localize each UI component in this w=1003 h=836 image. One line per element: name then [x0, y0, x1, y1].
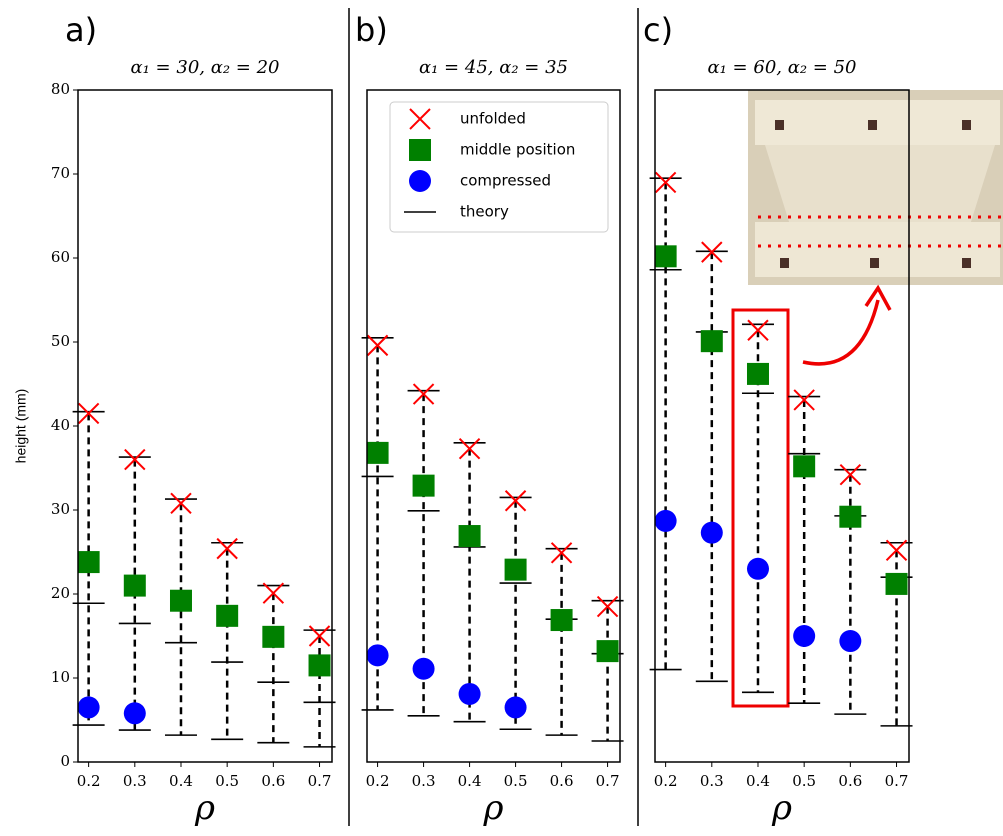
- panel-title: α₁ = 30, α₂ = 20: [130, 57, 279, 78]
- marker-square: [409, 139, 431, 161]
- x-axis-label: ρ: [771, 788, 792, 828]
- y-tick-label: 60: [51, 248, 70, 266]
- x-tick-label: 0.7: [308, 772, 332, 790]
- x-tick-label: 0.3: [123, 772, 147, 790]
- marker-circle: [124, 702, 146, 724]
- photo-marker: [775, 120, 784, 130]
- legend-label: theory: [460, 203, 509, 221]
- panel: b) α₁ = 45, α₂ = 35 ρ 0.2 0.3 0.4 0.5 0.6 0.7 unf…: [355, 11, 624, 828]
- panel-label: a): [65, 11, 97, 49]
- y-tick-label: 80: [51, 80, 70, 98]
- x-tick-label: 0.2: [654, 772, 678, 790]
- photo-marker: [780, 258, 789, 268]
- x-axis-label: ρ: [483, 788, 504, 828]
- x-tick-label: 0.5: [792, 772, 816, 790]
- highlight-arrow: [803, 300, 878, 364]
- marker-circle: [367, 644, 389, 666]
- marker-square: [78, 551, 100, 573]
- legend: unfolded middle position compressed theory: [390, 102, 608, 232]
- marker-square: [413, 475, 435, 497]
- marker-square: [216, 605, 238, 627]
- x-tick-label: 0.2: [77, 772, 101, 790]
- marker-circle: [505, 696, 527, 718]
- photo-marker: [962, 120, 971, 130]
- marker-square: [839, 506, 861, 528]
- y-tick-label: 70: [51, 164, 70, 182]
- marker-circle: [839, 630, 861, 652]
- y-tick-label: 20: [51, 584, 70, 602]
- photo-inset: [748, 90, 1003, 285]
- photo-marker: [868, 120, 877, 130]
- x-tick-label: 0.3: [412, 772, 436, 790]
- y-axis-label: height (mm): [13, 389, 29, 464]
- x-tick-label: 0.6: [838, 772, 862, 790]
- marker-square: [655, 245, 677, 267]
- panel-label: b): [355, 11, 388, 49]
- marker-square: [459, 525, 481, 547]
- marker-square: [124, 575, 146, 597]
- marker-square: [170, 590, 192, 612]
- marker-square: [701, 330, 723, 352]
- marker-circle: [747, 558, 769, 580]
- legend-label: unfolded: [460, 110, 526, 128]
- marker-square: [793, 455, 815, 477]
- x-tick-label: 0.7: [596, 772, 620, 790]
- marker-circle: [413, 658, 435, 680]
- legend-label: compressed: [460, 172, 551, 190]
- marker-square: [505, 559, 527, 581]
- x-tick-label: 0.2: [366, 772, 390, 790]
- y-tick-label: 10: [51, 668, 70, 686]
- marker-square: [367, 442, 389, 464]
- x-tick-label: 0.3: [700, 772, 724, 790]
- x-tick-label: 0.4: [458, 772, 482, 790]
- y-tick-label: 50: [51, 332, 70, 350]
- marker-circle: [409, 170, 431, 192]
- panel-title: α₁ = 45, α₂ = 35: [419, 57, 568, 78]
- marker-circle: [655, 510, 677, 532]
- photo-marker: [870, 258, 879, 268]
- y-tick-label: 40: [51, 416, 70, 434]
- marker-x: [171, 493, 191, 513]
- y-tick-label: 0: [60, 752, 70, 770]
- photo-bottom-plate: [755, 222, 1000, 277]
- marker-circle: [793, 625, 815, 647]
- x-tick-label: 0.4: [169, 772, 193, 790]
- y-tick-label: 30: [51, 500, 70, 518]
- x-tick-label: 0.5: [215, 772, 239, 790]
- marker-square: [597, 640, 619, 662]
- figure: a) α₁ = 30, α₂ = 20 ρ height (mm) 0 10 20 30 40 5…: [0, 0, 1003, 831]
- marker-square: [886, 573, 908, 595]
- marker-circle: [78, 696, 100, 718]
- marker-circle: [459, 683, 481, 705]
- legend-label: middle position: [460, 141, 575, 159]
- x-tick-label: 0.4: [746, 772, 770, 790]
- x-tick-label: 0.5: [504, 772, 528, 790]
- marker-square: [309, 654, 331, 676]
- x-axis-label: ρ: [194, 788, 215, 828]
- panel: a) α₁ = 30, α₂ = 20 ρ height (mm) 0 10 20 30 40 5…: [13, 11, 336, 828]
- marker-square: [747, 363, 769, 385]
- axes-frame: [78, 90, 332, 762]
- panel-title: α₁ = 60, α₂ = 50: [707, 57, 856, 78]
- photo-marker: [962, 258, 971, 268]
- panel-label: c): [643, 11, 673, 49]
- marker-circle: [701, 522, 723, 544]
- marker-square: [262, 626, 284, 648]
- x-tick-label: 0.6: [550, 772, 574, 790]
- x-tick-label: 0.7: [885, 772, 909, 790]
- marker-square: [551, 609, 573, 631]
- photo-body: [765, 145, 995, 225]
- x-tick-label: 0.6: [261, 772, 285, 790]
